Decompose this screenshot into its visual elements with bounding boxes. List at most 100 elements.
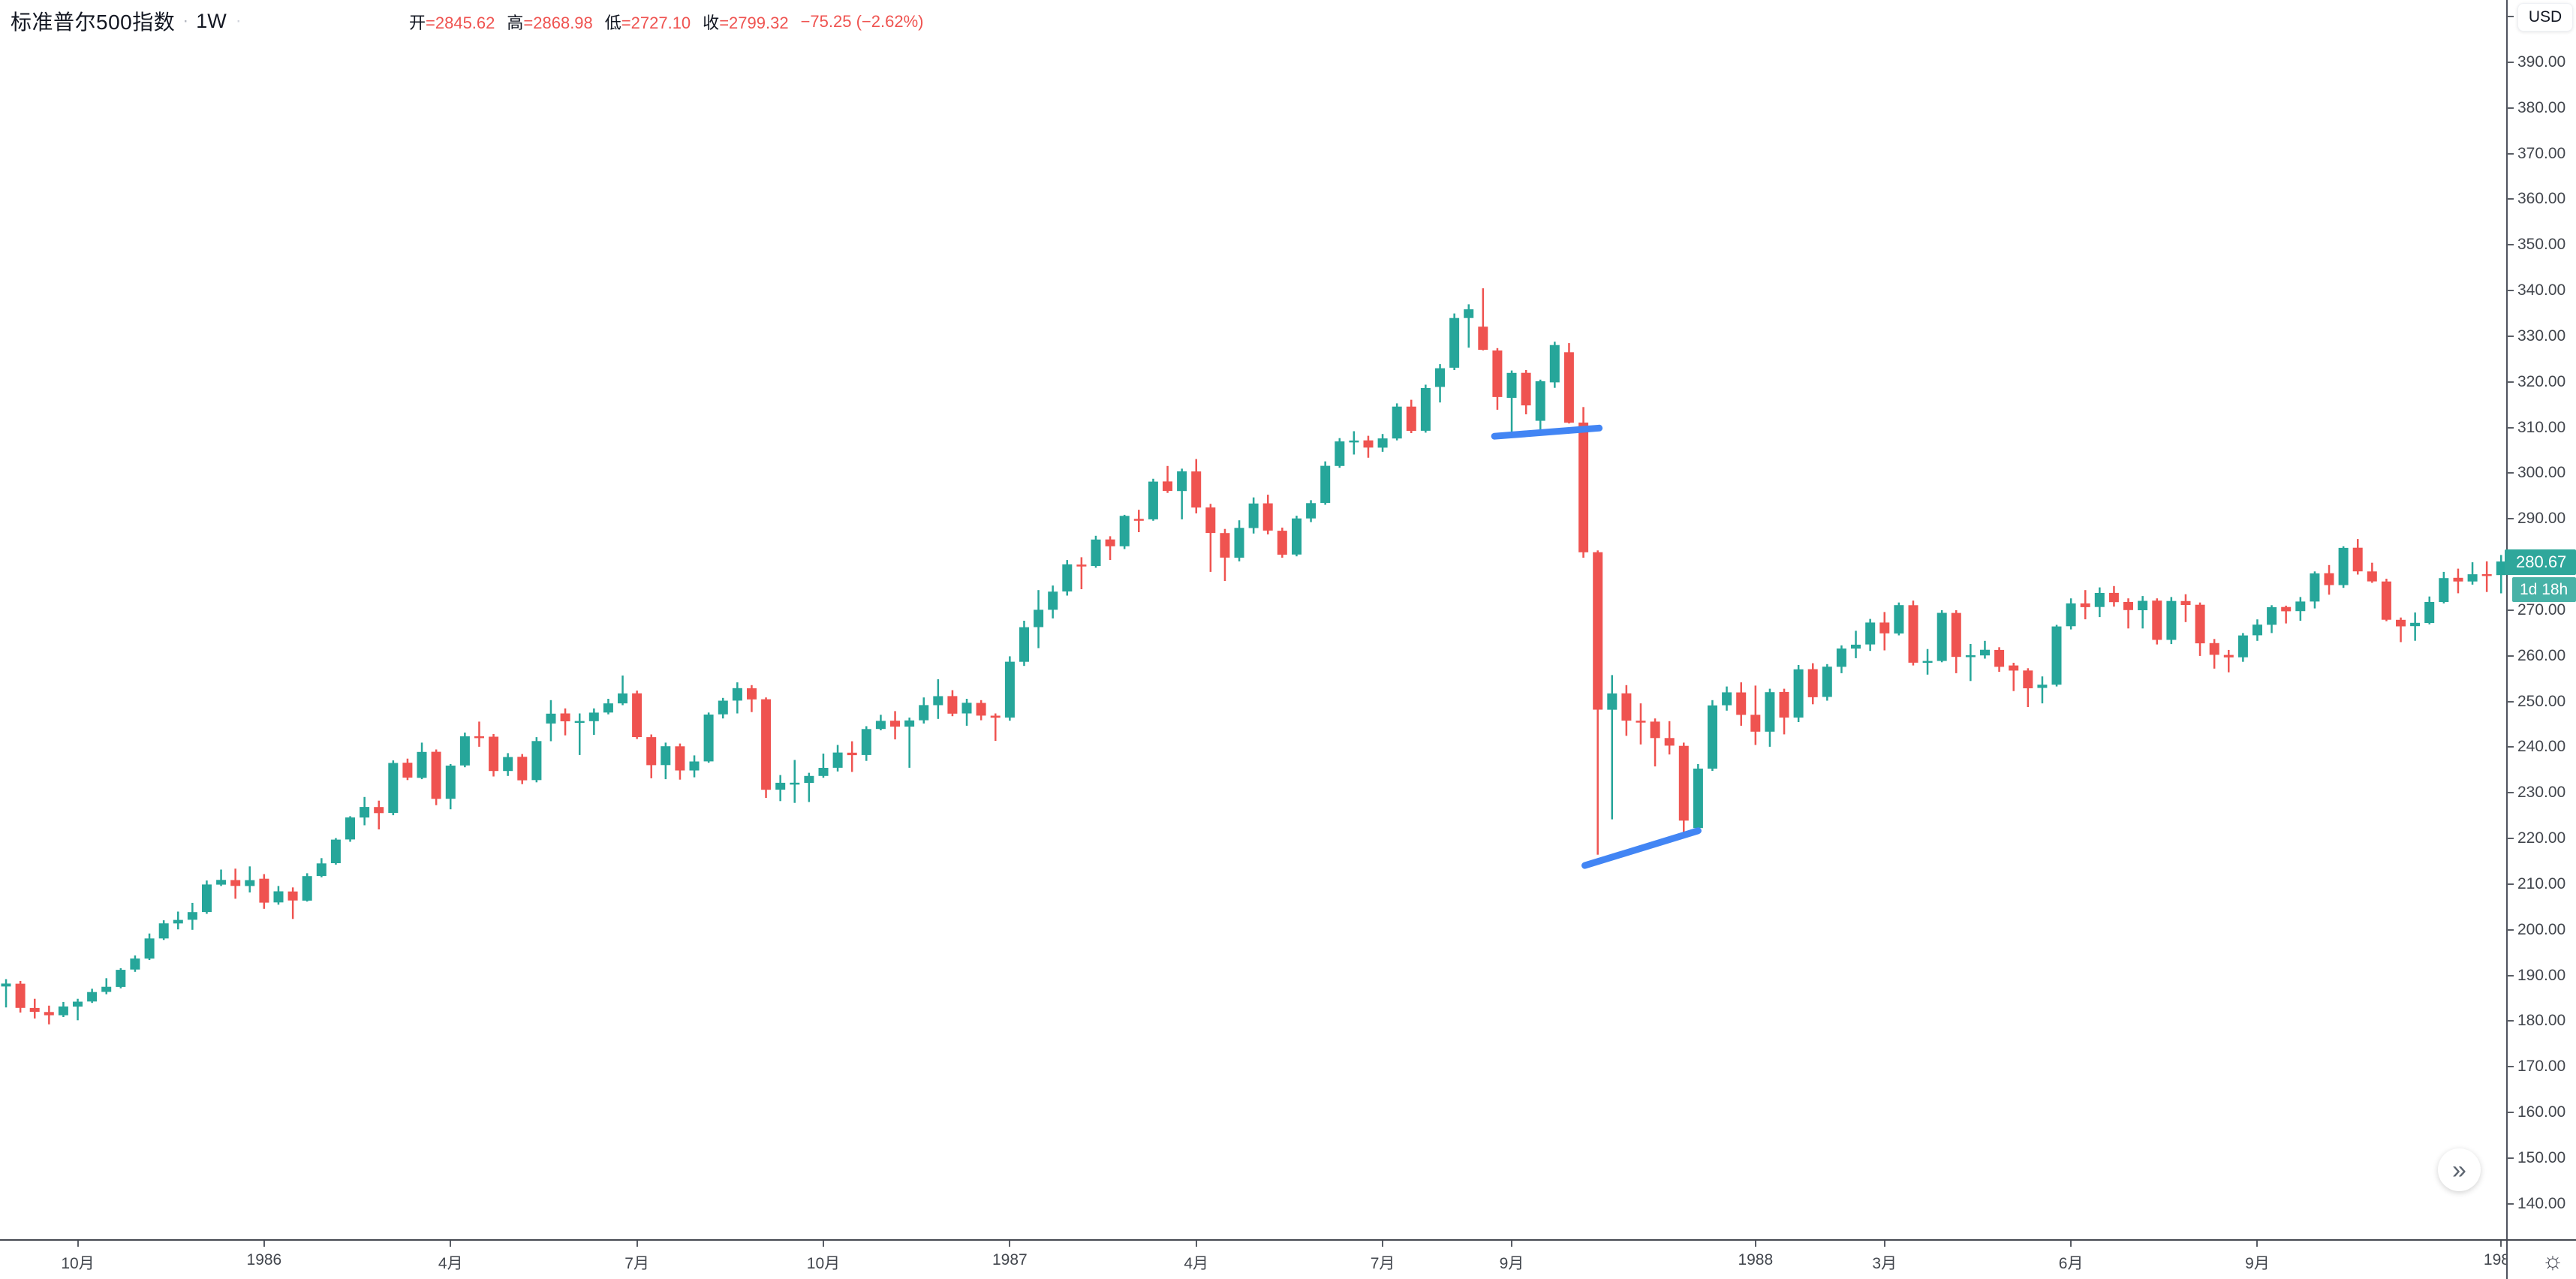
candle[interactable] <box>1177 468 1187 519</box>
candle[interactable] <box>2424 596 2435 624</box>
candle[interactable] <box>1478 288 1488 351</box>
candle[interactable] <box>961 699 972 726</box>
candle[interactable] <box>1119 514 1130 549</box>
candle[interactable] <box>417 742 427 780</box>
candle[interactable] <box>1865 618 1876 652</box>
candle[interactable] <box>1234 520 1244 561</box>
candle[interactable] <box>2367 562 2377 583</box>
candle[interactable] <box>618 676 627 706</box>
candle[interactable] <box>1464 304 1474 348</box>
candle[interactable] <box>1937 610 1947 663</box>
candle[interactable] <box>588 708 599 736</box>
candle[interactable] <box>2138 596 2148 629</box>
candle[interactable] <box>44 1005 54 1025</box>
candle[interactable] <box>1736 682 1747 726</box>
candle[interactable] <box>1994 647 2005 673</box>
candle[interactable] <box>445 764 456 810</box>
interval-label[interactable]: 1W <box>196 9 227 32</box>
candle[interactable] <box>1248 497 1259 534</box>
candle[interactable] <box>646 734 657 778</box>
candle[interactable] <box>1621 685 1632 736</box>
candle[interactable] <box>1191 459 1202 513</box>
currency-chip[interactable]: USD <box>2517 3 2573 32</box>
candle[interactable] <box>1549 342 1560 388</box>
candle[interactable] <box>1793 665 1804 722</box>
candle[interactable] <box>632 691 642 739</box>
candle[interactable] <box>790 760 800 803</box>
candle[interactable] <box>1220 528 1230 581</box>
candle[interactable] <box>976 700 986 721</box>
candle[interactable] <box>1750 685 1761 745</box>
candle[interactable] <box>345 816 355 842</box>
candle[interactable] <box>245 866 255 892</box>
candle[interactable] <box>1377 434 1388 452</box>
candle[interactable] <box>1091 535 1101 568</box>
candle[interactable] <box>661 742 671 780</box>
candle[interactable] <box>2094 587 2105 618</box>
candle[interactable] <box>1435 364 1445 403</box>
candle[interactable] <box>1807 663 1818 705</box>
candle[interactable] <box>1105 536 1115 560</box>
candle[interactable] <box>2267 605 2277 633</box>
candle[interactable] <box>15 981 26 1013</box>
candle[interactable] <box>2453 568 2463 594</box>
candle[interactable] <box>832 745 843 772</box>
candle[interactable] <box>1449 313 1460 370</box>
candle[interactable] <box>1708 700 1717 772</box>
candle[interactable] <box>1406 399 1416 433</box>
candle[interactable] <box>904 718 915 768</box>
candle[interactable] <box>402 758 413 781</box>
candle[interactable] <box>2281 605 2292 624</box>
candle[interactable] <box>431 749 441 805</box>
candle[interactable] <box>2066 598 2076 630</box>
candle[interactable] <box>2009 663 2019 691</box>
trendline[interactable] <box>1491 424 1603 440</box>
candle[interactable] <box>517 754 528 784</box>
candle[interactable] <box>1636 703 1646 745</box>
candle[interactable] <box>116 968 126 989</box>
candle[interactable] <box>2223 649 2234 673</box>
candle[interactable] <box>230 868 241 899</box>
candle[interactable] <box>1779 688 1789 735</box>
candle[interactable] <box>804 772 814 802</box>
candle[interactable] <box>1664 721 1675 755</box>
candle[interactable] <box>531 737 542 783</box>
candle[interactable] <box>1 979 11 1008</box>
candle[interactable] <box>1908 600 1918 666</box>
candle[interactable] <box>388 760 399 816</box>
candle[interactable] <box>489 733 499 777</box>
candle[interactable] <box>2051 624 2062 687</box>
candle[interactable] <box>1062 560 1073 596</box>
candle[interactable] <box>761 697 772 798</box>
candle[interactable] <box>58 1001 68 1017</box>
candle[interactable] <box>1765 688 1775 747</box>
candle[interactable] <box>73 998 83 1021</box>
candle[interactable] <box>2152 598 2162 645</box>
candle[interactable] <box>1492 348 1503 410</box>
candle[interactable] <box>2180 594 2191 622</box>
candle[interactable] <box>2467 562 2478 585</box>
candle[interactable] <box>1335 438 1345 468</box>
candle[interactable] <box>890 711 900 740</box>
candle[interactable] <box>1306 500 1317 522</box>
candle[interactable] <box>919 697 929 724</box>
candle[interactable] <box>2295 597 2306 621</box>
candle[interactable] <box>259 874 269 909</box>
candle[interactable] <box>1004 656 1015 721</box>
candle[interactable] <box>2324 564 2334 595</box>
symbol-title[interactable]: 标准普尔500指数 <box>11 11 176 34</box>
candle[interactable] <box>360 796 370 826</box>
candle[interactable] <box>1879 612 1890 651</box>
candle[interactable] <box>2166 597 2177 645</box>
candle[interactable] <box>689 755 700 778</box>
candle[interactable] <box>947 690 958 717</box>
candle[interactable] <box>818 754 829 778</box>
candle[interactable] <box>1292 516 1302 557</box>
candle[interactable] <box>302 873 312 902</box>
candle[interactable] <box>2209 639 2219 669</box>
candle[interactable] <box>933 679 943 719</box>
candle[interactable] <box>202 880 212 914</box>
candle[interactable] <box>1048 585 1058 618</box>
candle[interactable] <box>1262 495 1273 534</box>
candle[interactable] <box>2108 585 2119 607</box>
